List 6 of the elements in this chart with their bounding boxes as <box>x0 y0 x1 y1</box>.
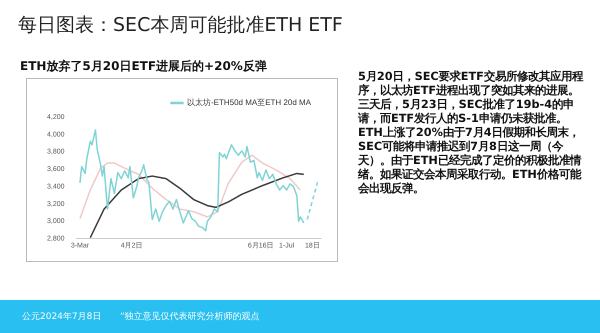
text: “独立意见仅代表研究分析师的观点 <box>120 310 260 323</box>
legend-label: 以太坊-ETH50d MA至ETH 20d MA <box>186 98 312 108</box>
chart-subtitle: ETH放弃了5月20日ETF进展后的+20%反弹 <box>20 58 267 75</box>
text: 5月20日，SEC要求ETF交易所修改其应用程序，以太坊ETF进程出现了突如其来的进展。三天后，5月23日，SEC批准了19b-4的申请，而ETF发行人的S-1申请仍未获批准。ETH上涨了20%由于7月4日假期和长周末，SEC可能将申请推迟到7月8日这一周（今天）。由于ETH已经完成了定价的积极批准情绪。如果证交会本周采取行动。ETH价格可能会出现反弹。 <box>358 70 583 195</box>
chart-title: 每日图表：SEC本周可能批准ETH ETF <box>18 13 343 38</box>
text: 公元2024年7月8日 <box>22 310 102 323</box>
